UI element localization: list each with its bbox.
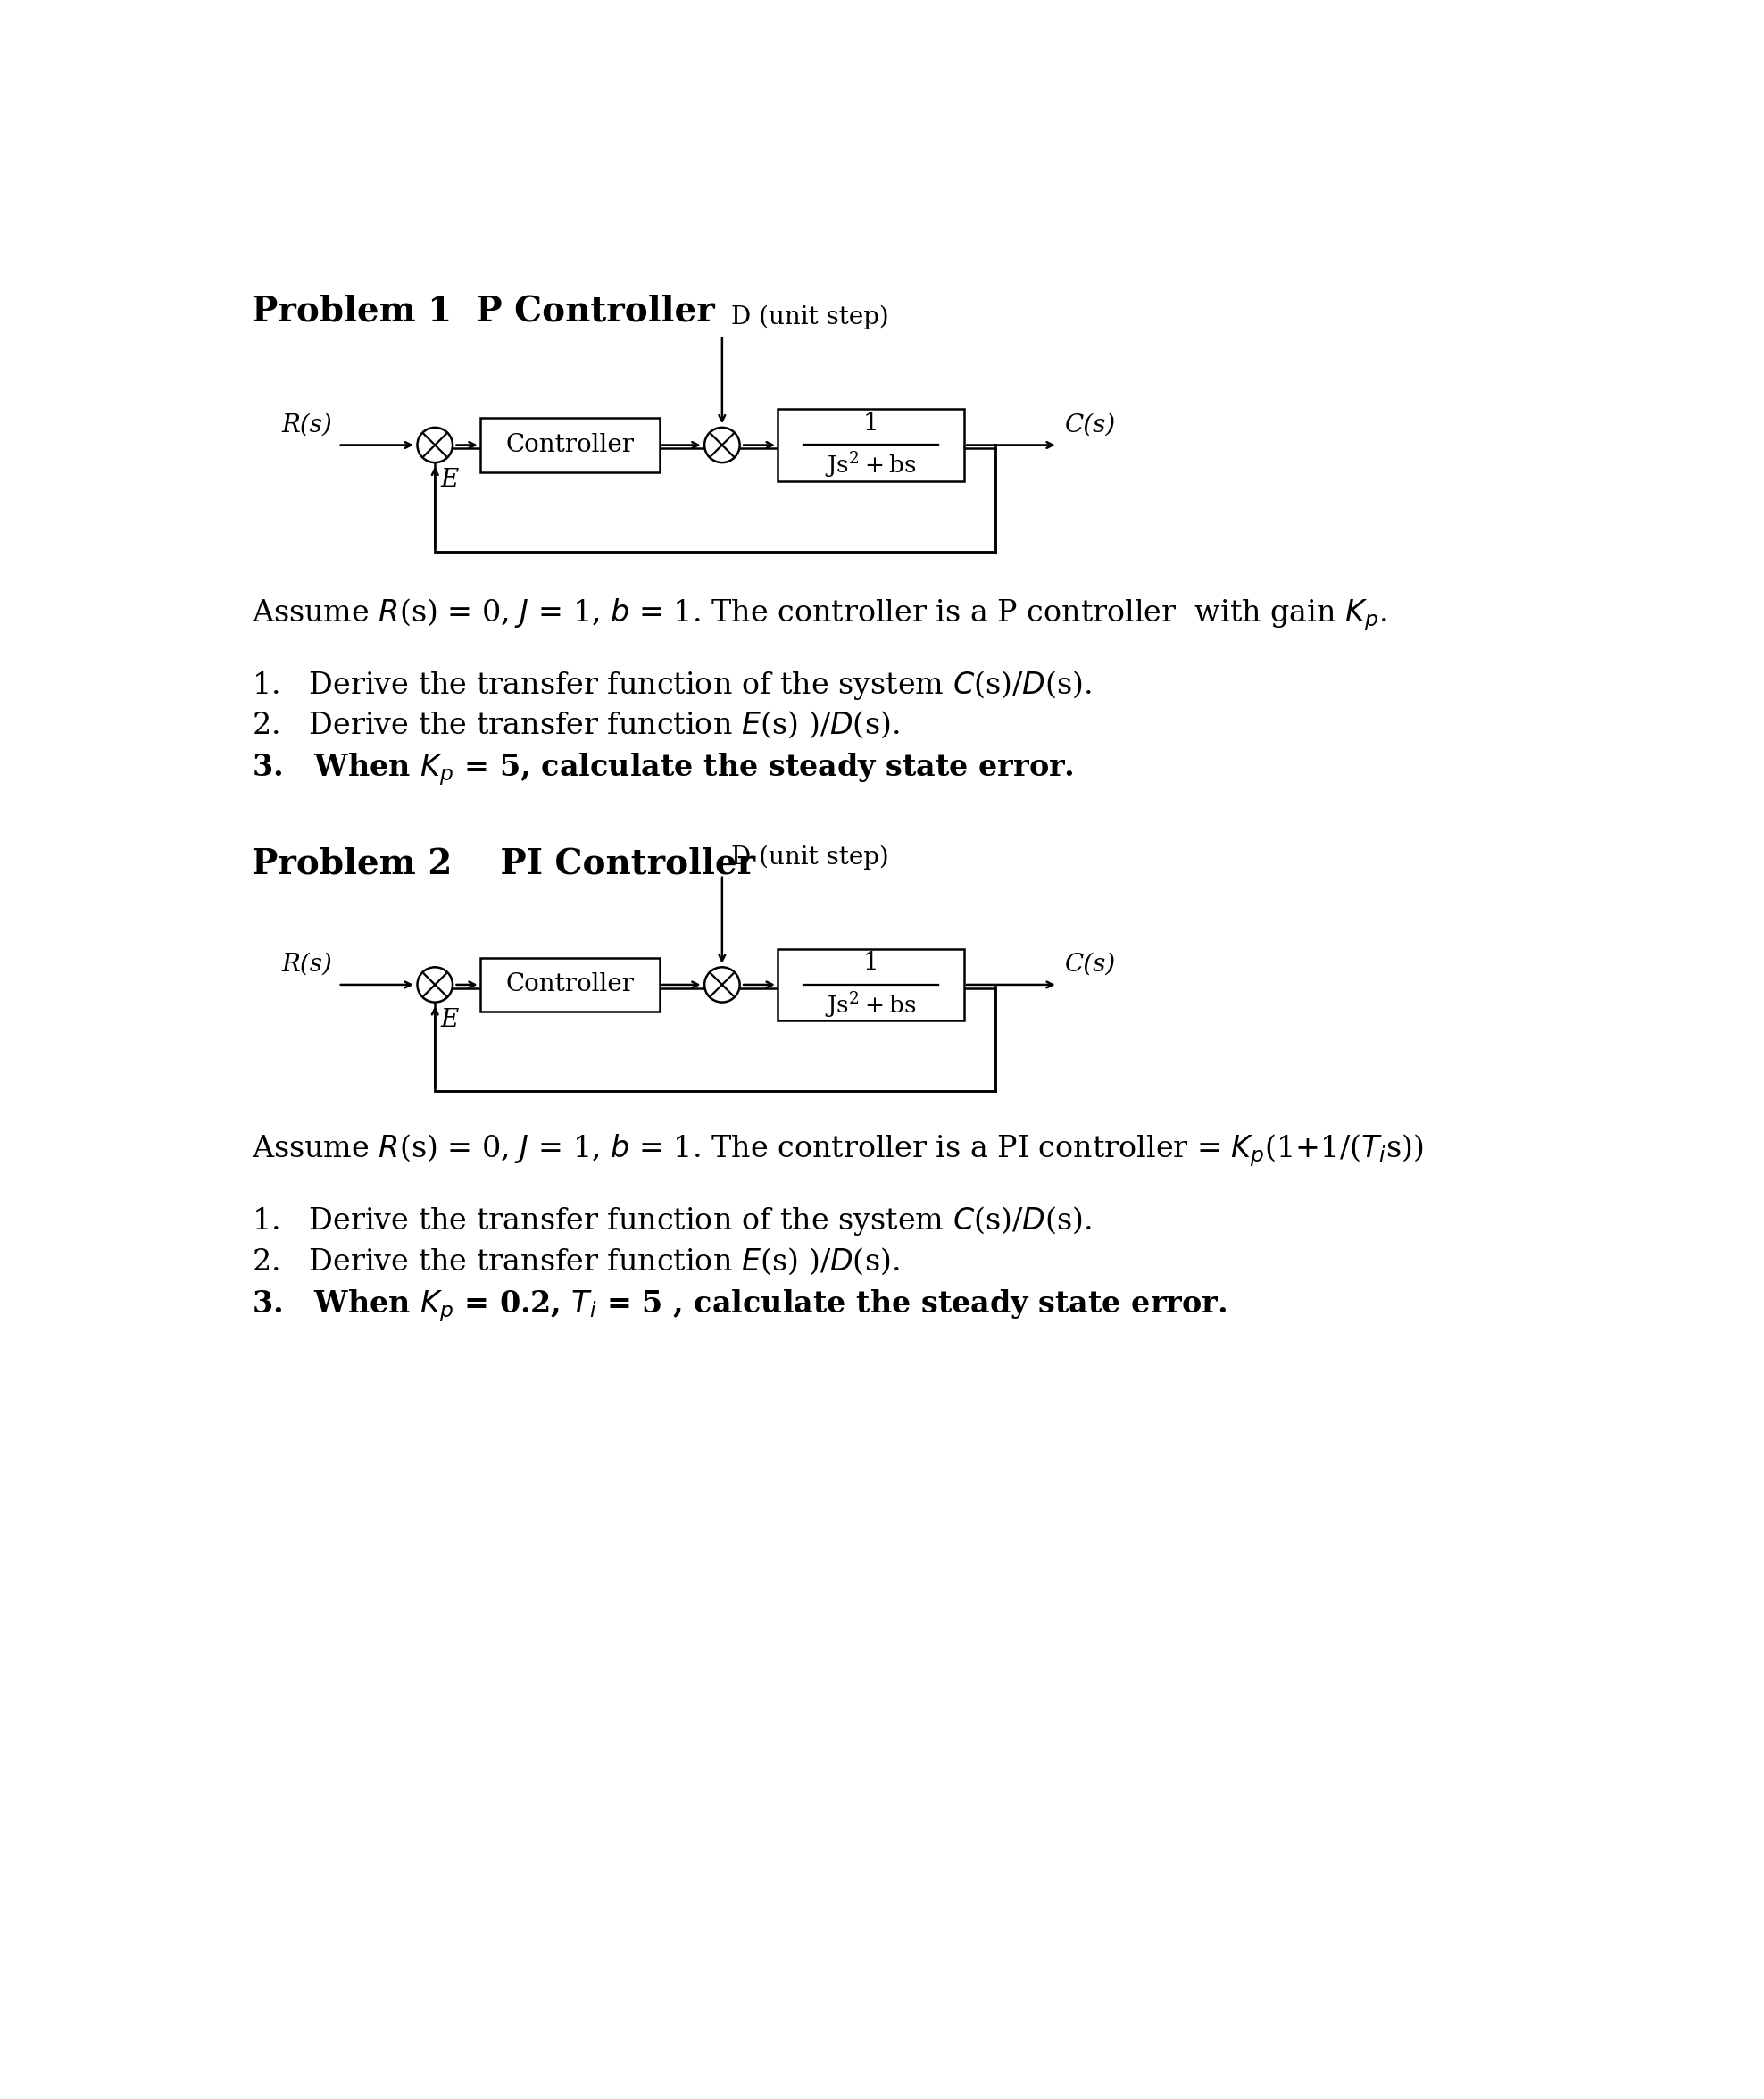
Text: 1: 1 <box>863 411 878 434</box>
Text: Controller: Controller <box>506 972 635 997</box>
Bar <box>436 989 995 1091</box>
Text: 1.   Derive the transfer function of the system $\mathit{C}$(s)/$\mathit{D}$(s).: 1. Derive the transfer function of the s… <box>252 667 1092 701</box>
Text: $\mathregular{Js^2 + bs}$: $\mathregular{Js^2 + bs}$ <box>826 991 917 1020</box>
Text: R(s): R(s) <box>282 953 333 976</box>
Circle shape <box>704 428 739 462</box>
Bar <box>480 957 660 1012</box>
Text: Controller: Controller <box>506 432 635 458</box>
Text: 3.   When $\mathit{K}_p$ = 0.2, $\mathit{T}_i$ = 5 , calculate the steady state : 3. When $\mathit{K}_p$ = 0.2, $\mathit{T… <box>252 1287 1226 1324</box>
Circle shape <box>418 968 453 1001</box>
Text: 3.   When $\mathit{K}_p$ = 5, calculate the steady state error.: 3. When $\mathit{K}_p$ = 5, calculate th… <box>252 751 1074 787</box>
Text: $\mathregular{Js^2 + bs}$: $\mathregular{Js^2 + bs}$ <box>826 451 917 481</box>
Bar <box>436 449 995 552</box>
Text: 2.   Derive the transfer function $\mathit{E}$(s) )/$\mathit{D}$(s).: 2. Derive the transfer function $\mathit… <box>252 1247 900 1276</box>
Text: D (unit step): D (unit step) <box>730 304 889 330</box>
Text: C(s): C(s) <box>1064 414 1115 437</box>
Bar <box>778 949 965 1020</box>
Text: 1.   Derive the transfer function of the system $\mathit{C}$(s)/$\mathit{D}$(s).: 1. Derive the transfer function of the s… <box>252 1205 1092 1238</box>
Circle shape <box>418 428 453 462</box>
Circle shape <box>704 968 739 1001</box>
Text: C(s): C(s) <box>1064 953 1115 976</box>
Bar <box>480 418 660 472</box>
Text: Assume $\mathit{R}$(s) = 0, $\mathit{J}$ = 1, $\mathit{b}$ = 1. The controller i: Assume $\mathit{R}$(s) = 0, $\mathit{J}$… <box>252 596 1387 632</box>
Text: E: E <box>441 1008 459 1033</box>
Text: D (unit step): D (unit step) <box>730 844 889 869</box>
Text: R(s): R(s) <box>282 414 333 437</box>
Text: E: E <box>441 468 459 491</box>
Text: 2.   Derive the transfer function $\mathit{E}$(s) )/$\mathit{D}$(s).: 2. Derive the transfer function $\mathit… <box>252 709 900 741</box>
Text: 1: 1 <box>863 951 878 976</box>
Bar <box>778 409 965 481</box>
Text: Assume $\mathit{R}$(s) = 0, $\mathit{J}$ = 1, $\mathit{b}$ = 1. The controller i: Assume $\mathit{R}$(s) = 0, $\mathit{J}$… <box>252 1133 1424 1169</box>
Text: Problem 1  P Controller: Problem 1 P Controller <box>252 294 714 327</box>
Text: Problem 2    PI Controller: Problem 2 PI Controller <box>252 848 755 882</box>
